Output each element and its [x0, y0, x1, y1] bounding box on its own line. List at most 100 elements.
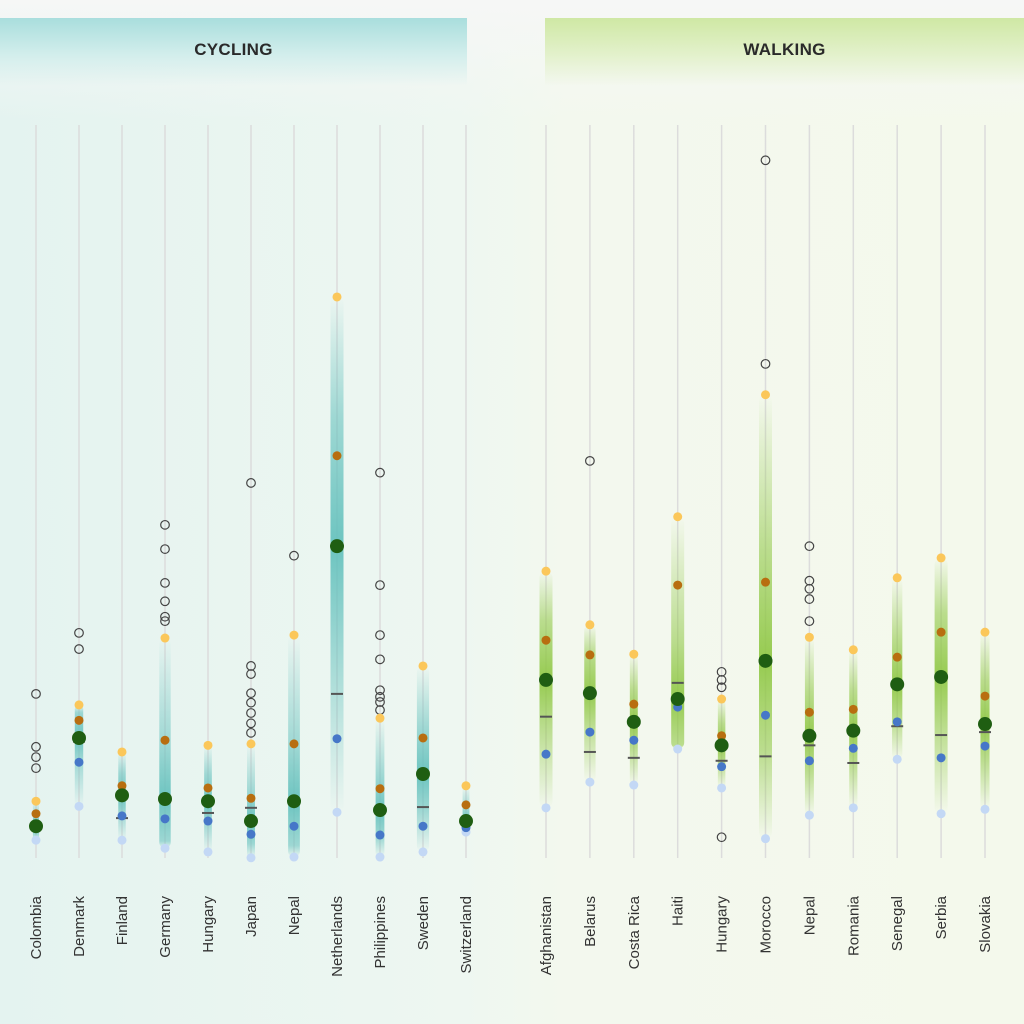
distribution-band	[539, 571, 553, 808]
outlier-point	[375, 691, 385, 702]
category-label: Haiti	[670, 896, 687, 926]
q3-point	[31, 809, 41, 819]
outlier-point	[804, 541, 815, 552]
category-label: Denmark	[71, 896, 88, 957]
low-point	[418, 847, 428, 857]
category-haiti: Haiti	[670, 125, 687, 926]
category-label: Japan	[243, 896, 260, 937]
q3-point	[461, 800, 471, 810]
low-point	[160, 843, 170, 853]
median-point	[539, 672, 553, 687]
outlier-point	[160, 616, 170, 627]
q3-point	[761, 577, 770, 587]
q3-point	[629, 699, 639, 709]
median-point	[158, 791, 172, 806]
category-slovakia: Slovakia	[977, 125, 994, 953]
outlier-point	[246, 478, 256, 488]
outlier-point	[246, 697, 256, 708]
median-point	[626, 714, 641, 729]
distribution-band	[584, 624, 596, 783]
category-label: Sweden	[415, 896, 432, 950]
q3-point	[375, 784, 385, 794]
low-point	[585, 777, 595, 787]
category-label: Belarus	[582, 896, 599, 947]
low-point	[31, 835, 41, 845]
outlier-point	[760, 358, 771, 369]
low-point	[717, 783, 727, 793]
outlier-point	[716, 682, 727, 693]
median-point	[115, 788, 129, 803]
outlier-point	[375, 654, 385, 665]
low-point	[289, 852, 299, 862]
outlier-point	[375, 630, 385, 640]
low-point	[848, 803, 858, 813]
median-point	[459, 814, 473, 829]
q1-point	[980, 741, 990, 751]
q1-point	[332, 734, 342, 744]
q1-point	[848, 743, 858, 753]
category-label: Netherlands	[329, 896, 346, 977]
q1-point	[717, 762, 727, 772]
low-point	[541, 803, 551, 813]
category-label: Slovakia	[977, 895, 994, 952]
high-point	[117, 747, 127, 757]
q1-point	[418, 821, 428, 831]
q1-point	[936, 753, 946, 763]
outlier-point	[804, 616, 815, 627]
outlier-point	[585, 455, 595, 466]
outlier-point	[804, 575, 815, 586]
category-label: Costa Rica	[626, 895, 643, 969]
q3-point	[160, 735, 170, 745]
q1-point	[541, 749, 551, 759]
high-point	[160, 633, 170, 643]
median-point	[72, 730, 86, 745]
q3-point	[717, 731, 727, 741]
median-point	[670, 692, 685, 707]
category-label: Senegal	[889, 896, 906, 951]
high-point	[246, 739, 256, 749]
q3-point	[585, 650, 595, 660]
outlier-point	[160, 611, 170, 622]
low-point	[980, 804, 990, 814]
category-label: Nepal	[286, 896, 303, 935]
high-point	[541, 566, 551, 576]
category-label: Morocco	[758, 896, 775, 954]
q3-point	[418, 733, 428, 743]
category-label: Philippines	[372, 896, 389, 969]
distribution-band	[671, 516, 685, 750]
q3-point	[74, 715, 84, 725]
low-point	[892, 754, 902, 764]
low-point	[629, 780, 639, 790]
outlier-point	[246, 688, 256, 699]
q1-point	[375, 830, 385, 840]
low-point	[673, 744, 683, 754]
outlier-point	[804, 594, 815, 604]
high-point	[289, 630, 299, 640]
high-point	[717, 694, 727, 704]
low-point	[332, 807, 342, 817]
outlier-point	[246, 718, 256, 729]
outlier-point	[375, 685, 385, 696]
median-point	[287, 794, 301, 809]
category-colombia: Colombia	[28, 125, 45, 959]
panel-title-cycling: CYCLING	[194, 40, 273, 59]
category-morocco: Morocco	[758, 125, 775, 954]
high-point	[332, 292, 342, 302]
high-point	[418, 661, 428, 671]
low-point	[117, 835, 127, 845]
distribution-band	[759, 394, 772, 839]
q3-point	[332, 451, 342, 461]
outlier-point	[160, 596, 170, 607]
low-point	[375, 852, 385, 862]
category-label: Afghanistan	[538, 896, 555, 975]
category-label: Romania	[845, 895, 862, 956]
outlier-point	[31, 752, 41, 762]
high-point	[461, 781, 471, 791]
category-afghanistan: Afghanistan	[538, 125, 555, 975]
q1-point	[289, 821, 299, 831]
outlier-point	[289, 550, 299, 561]
median-point	[890, 677, 905, 692]
distribution-band	[74, 704, 84, 807]
high-point	[761, 390, 770, 400]
